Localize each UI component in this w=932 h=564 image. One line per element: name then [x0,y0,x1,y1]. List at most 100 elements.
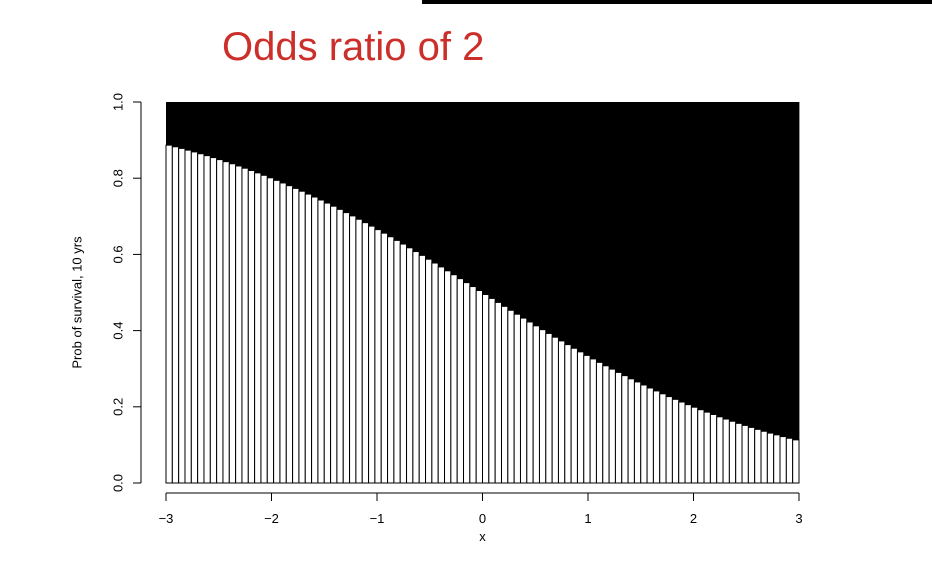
bar-complement [748,102,756,428]
bar-complement [621,102,629,376]
bar-complement [431,102,439,264]
bar-complement [754,102,762,430]
bar-complement [552,102,559,338]
y-axis: 0.0 0.2 0.4 0.6 0.8 1.0 [110,93,142,492]
x-tick-label: −1 [370,511,385,526]
bar-complement [387,102,395,237]
bar-complement [191,102,199,152]
bar-probability [551,336,559,484]
bar-complement [609,102,616,370]
y-tick-label: 0.8 [110,169,125,187]
bar-probability [190,151,199,484]
bar-complement [628,102,635,379]
bar-probability [285,185,294,484]
bar-complement [425,102,433,260]
bar-probability [532,325,540,484]
bar-complement [368,102,376,227]
bar-probability [209,157,218,484]
bar-probability [557,340,566,484]
bar-complement [634,102,642,382]
bar-complement [571,102,578,349]
bar-probability [570,347,578,484]
bar-complement [590,102,597,359]
bar-complement [666,102,673,397]
bar-complement [235,102,243,166]
x-tick-label: 1 [584,511,591,526]
bar-complement [374,102,382,230]
bar-probability [228,163,237,484]
bar-complement [710,102,718,415]
bar-probability [311,196,319,484]
bar-probability [627,378,635,484]
bar-probability [684,404,692,484]
x-tick-label: 3 [795,511,802,526]
bar-probability [621,375,629,484]
bar-probability [583,354,591,484]
bar-probability [716,416,724,484]
y-axis-label: Prob of survival, 10 yrs [69,236,84,369]
bar-probability [241,167,249,484]
bar-complement [222,102,230,162]
bar-probability [602,365,610,484]
bar-probability [456,278,465,484]
bar-probability [697,409,705,484]
bar-probability [197,153,205,484]
bar-probability [640,384,648,484]
bar-complement [780,102,787,437]
x-tick-label: −3 [159,511,174,526]
bar-complement [685,102,692,405]
bar-probability [374,229,382,484]
bar-probability [475,290,484,484]
bar-complement [349,102,357,216]
bar-complement [406,102,414,248]
x-axis-label: x [479,529,486,544]
bar-complement [742,102,749,426]
bar-complement [279,102,287,183]
x-tick-label: 2 [690,511,697,526]
bar-complement [539,102,547,330]
bar-complement [640,102,648,385]
bar-complement [172,102,180,147]
bar-probability [431,262,439,484]
bar-probability [418,254,427,484]
bar-complement [767,102,775,434]
bar-complement [298,102,306,192]
bar-probability [709,413,718,484]
bar-probability [298,190,306,484]
bar-complement [507,102,515,311]
y-tick-label: 0.6 [110,245,125,263]
bar-probability [779,436,787,484]
bar-probability [412,251,420,484]
bar-complement [514,102,521,315]
bar-complement [596,102,604,363]
bar-complement [716,102,724,417]
bar-complement [729,102,737,422]
bar-probability [703,411,711,484]
slide-title: Odds ratio of 2 [222,25,485,69]
bar-probability [330,205,338,484]
bar-complement [248,102,256,171]
x-tick-label: 0 [479,511,486,526]
bar-complement [393,102,401,241]
bar-probability [589,358,597,484]
bar-complement [444,102,452,271]
bar-complement [501,102,509,307]
bar-probability [747,426,756,484]
bar-probability [406,247,414,484]
bar-complement [450,102,458,275]
bar-complement [311,102,319,198]
bar-probability [773,434,781,484]
bar-probability [247,170,256,484]
bar-complement [400,102,407,245]
bar-probability [463,282,471,484]
bar-complement [653,102,661,391]
bar-complement [526,102,534,322]
bar-probability [273,179,281,484]
bar-complement [672,102,680,400]
bar-probability [368,225,376,484]
bar-complement [615,102,623,373]
bar-probability [342,212,351,484]
bar-complement [317,102,325,201]
bar-probability [178,147,186,484]
bar-complement [678,102,686,403]
